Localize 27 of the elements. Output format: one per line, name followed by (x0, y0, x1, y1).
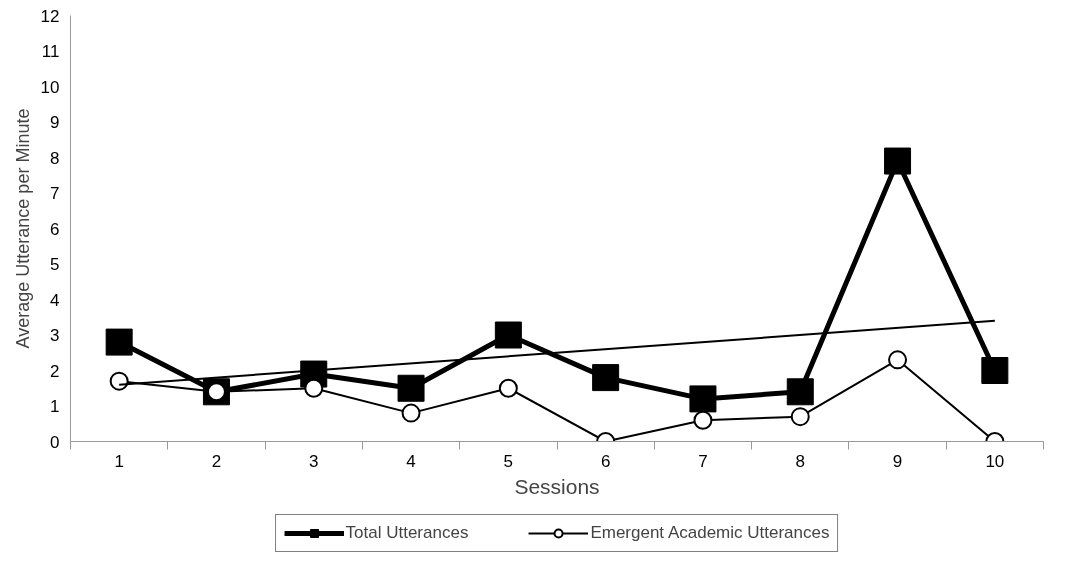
x-tick-label: 9 (892, 451, 903, 471)
y-tick-label: 4 (50, 290, 60, 310)
x-axis-title: Sessions (514, 474, 600, 498)
y-axis-title: Average Utterance per Minute (12, 108, 33, 349)
y-tick-label: 0 (50, 432, 60, 452)
y-tick-label: 9 (50, 113, 60, 132)
legend-label: Emergent Academic Utterances (590, 523, 830, 543)
y-tick-label: 5 (50, 255, 60, 274)
x-tick-label: 3 (309, 451, 319, 471)
x-tick-label: 2 (211, 451, 222, 471)
x-tick-label: 1 (114, 451, 124, 471)
x-tick-label: 10 (985, 451, 1005, 471)
legend-label: Total Utterances (345, 523, 469, 543)
x-tick-label: 7 (698, 451, 708, 471)
y-tick-label: 11 (41, 42, 60, 61)
y-tick-label: 6 (50, 219, 60, 239)
y-tick-label: 7 (50, 184, 60, 203)
x-tick-label: 5 (503, 451, 514, 471)
y-tick-label: 3 (50, 326, 60, 345)
x-tick-label: 6 (600, 451, 611, 471)
y-tick-label: 8 (50, 148, 60, 168)
y-tick-label: 2 (50, 361, 60, 381)
y-tick-label: 10 (40, 77, 60, 97)
y-tick-label: 12 (40, 6, 60, 26)
x-tick-label: 4 (406, 451, 416, 471)
y-tick-label: 1 (50, 397, 60, 416)
x-tick-label: 8 (795, 451, 805, 471)
